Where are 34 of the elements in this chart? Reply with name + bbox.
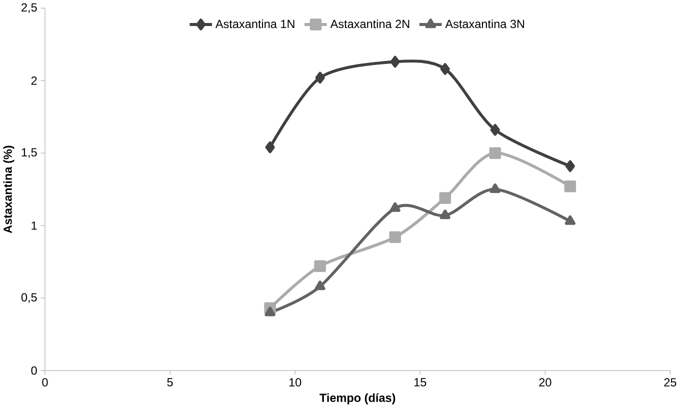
point: [315, 72, 325, 84]
point: [490, 124, 500, 136]
point: [390, 202, 400, 212]
point: [314, 280, 326, 290]
point: [314, 260, 326, 272]
y-tick-label: 2: [31, 76, 37, 85]
y-tick-label: 0: [31, 366, 37, 375]
legend-label: Astaxantina 3N: [445, 20, 524, 28]
legend-label: Astaxantina 2N: [330, 20, 410, 28]
x-tick-label: 10: [289, 378, 302, 387]
point: [389, 231, 401, 244]
x-tick-label: 25: [664, 378, 676, 387]
point: [564, 216, 576, 226]
x-tick-label: 15: [414, 378, 426, 387]
y-tick-label: 2,5: [22, 3, 37, 14]
point: [264, 306, 276, 316]
point: [490, 184, 500, 194]
point: [440, 63, 450, 76]
legend-label: Astaxantina 1N: [215, 20, 294, 28]
point: [265, 142, 275, 154]
x-tick-label: 20: [539, 378, 552, 387]
y-tick-label: 0,5: [21, 293, 37, 304]
point: [390, 56, 400, 68]
point: [489, 147, 502, 160]
y-tick-label: 1: [32, 222, 37, 230]
x-tick-label: 5: [167, 378, 173, 387]
point: [565, 160, 575, 172]
x-tick-label: 0: [42, 378, 48, 387]
y-axis-title: Astaxantina (%): [3, 146, 14, 234]
point: [440, 210, 450, 220]
y-tick-label: 1,5: [22, 148, 37, 158]
point: [439, 192, 451, 204]
x-axis-title: Tiempo (días): [320, 393, 396, 405]
point: [564, 180, 576, 193]
